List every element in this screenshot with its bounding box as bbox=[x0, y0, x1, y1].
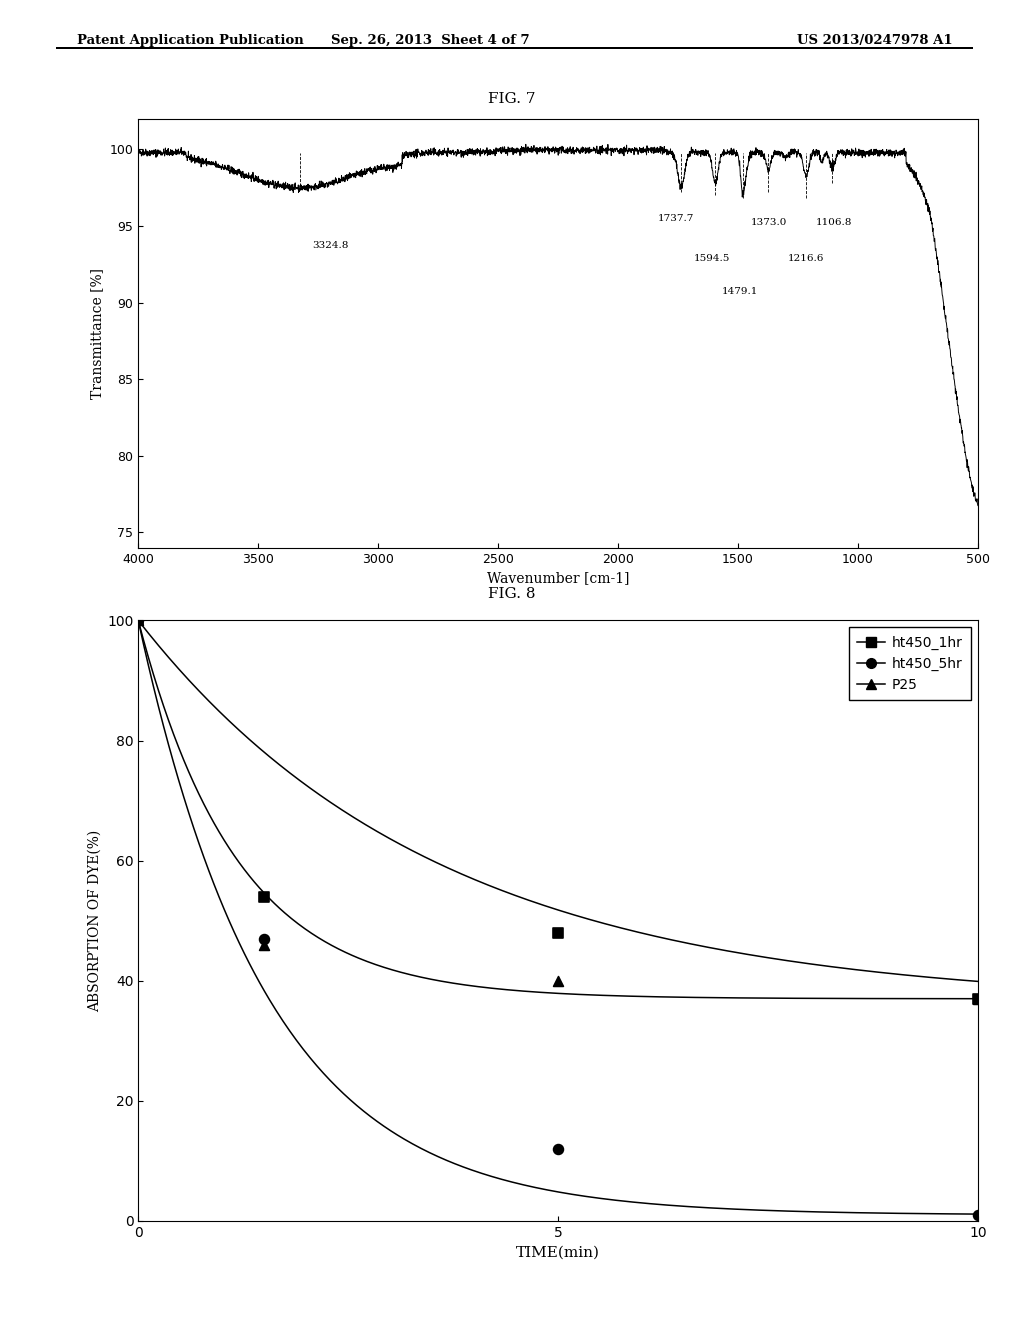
Point bbox=[130, 610, 146, 631]
Point bbox=[550, 1138, 566, 1159]
Text: 1479.1: 1479.1 bbox=[722, 288, 759, 296]
Point bbox=[970, 989, 986, 1010]
Text: 1737.7: 1737.7 bbox=[657, 214, 694, 223]
Y-axis label: Transmittance [%]: Transmittance [%] bbox=[90, 268, 104, 399]
Point bbox=[130, 610, 146, 631]
Text: 3324.8: 3324.8 bbox=[312, 242, 348, 251]
Point bbox=[256, 935, 272, 956]
Point bbox=[256, 928, 272, 949]
X-axis label: TIME(min): TIME(min) bbox=[516, 1245, 600, 1259]
Point bbox=[256, 886, 272, 907]
Point bbox=[970, 1204, 986, 1225]
Text: Patent Application Publication: Patent Application Publication bbox=[77, 34, 303, 48]
Text: 1216.6: 1216.6 bbox=[788, 253, 824, 263]
Text: US 2013/0247978 A1: US 2013/0247978 A1 bbox=[797, 34, 952, 48]
Text: FIG. 7: FIG. 7 bbox=[488, 92, 536, 107]
X-axis label: Wavenumber [cm-1]: Wavenumber [cm-1] bbox=[486, 572, 630, 585]
Text: 1373.0: 1373.0 bbox=[751, 218, 787, 227]
Text: FIG. 8: FIG. 8 bbox=[488, 587, 536, 602]
Point bbox=[130, 610, 146, 631]
Legend: ht450_1hr, ht450_5hr, P25: ht450_1hr, ht450_5hr, P25 bbox=[849, 627, 971, 700]
Text: 1106.8: 1106.8 bbox=[816, 218, 852, 227]
Point bbox=[550, 923, 566, 944]
Y-axis label: ABSORPTION OF DYE(%): ABSORPTION OF DYE(%) bbox=[87, 829, 101, 1012]
Point bbox=[550, 970, 566, 991]
Point bbox=[970, 989, 986, 1010]
Text: Sep. 26, 2013  Sheet 4 of 7: Sep. 26, 2013 Sheet 4 of 7 bbox=[331, 34, 529, 48]
Text: 1594.5: 1594.5 bbox=[693, 253, 730, 263]
